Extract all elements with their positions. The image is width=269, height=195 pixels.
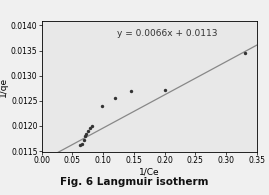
Point [80,142,84,145]
Point [129,89,133,92]
Point [83,135,87,138]
Point [162,88,167,91]
Text: Fig. 6 Langmuir isotherm: Fig. 6 Langmuir isotherm [60,177,209,187]
Point [78,143,83,146]
Text: y = 0.0066x + 0.0113: y = 0.0066x + 0.0113 [118,29,218,38]
Point [100,104,104,107]
Point [86,129,90,133]
Point [90,124,94,128]
Point [81,138,86,142]
Point [113,97,118,100]
Point [87,127,92,130]
Point [84,132,88,135]
X-axis label: 1/Ce: 1/Ce [139,167,160,176]
Y-axis label: 1/qe: 1/qe [0,77,8,97]
Point [242,51,247,55]
